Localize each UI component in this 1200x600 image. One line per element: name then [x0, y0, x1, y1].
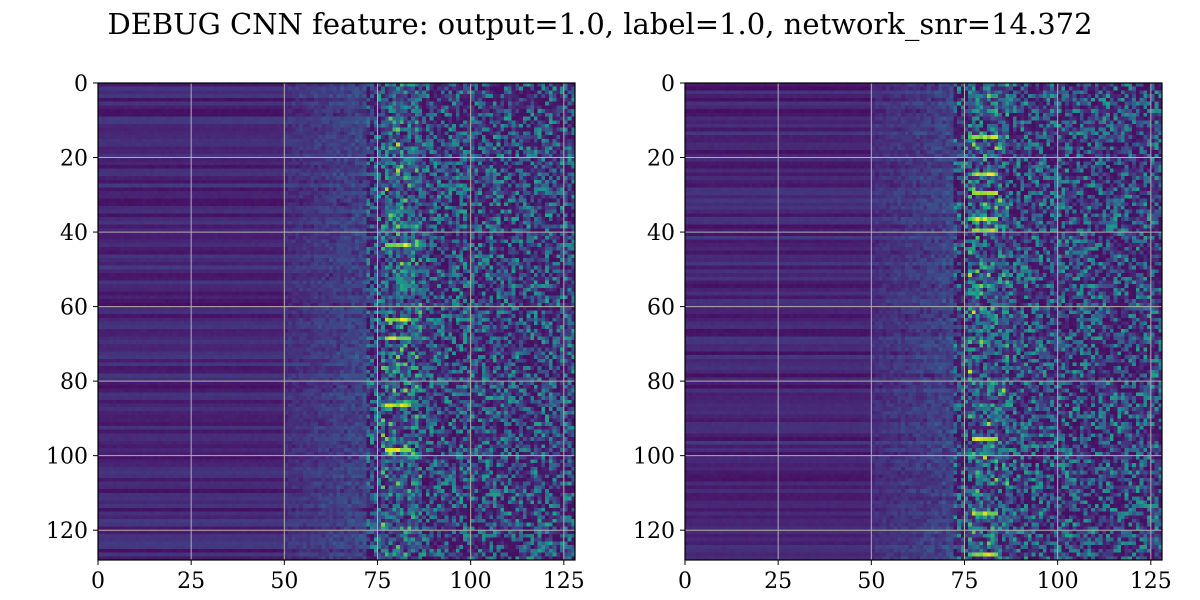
x-tick-label: 25	[764, 569, 792, 594]
y-tick-label: 0	[661, 72, 675, 97]
y-tick-label: 100	[633, 445, 675, 470]
x-tick-label: 50	[857, 569, 885, 594]
y-tick-label: 100	[46, 445, 88, 470]
x-tick-label: 0	[678, 569, 692, 594]
heatmap-panel-right: 0 25 50 75 100 125 0 20 40 60 80 100 120	[633, 72, 1172, 594]
x-tick-label: 125	[1130, 569, 1172, 594]
x-tick-label: 50	[270, 569, 298, 594]
y-tick-label: 40	[647, 221, 675, 246]
y-tick-label: 40	[60, 221, 88, 246]
y-tick-label: 20	[60, 147, 88, 172]
axes-frame	[684, 82, 1163, 561]
x-tick-label: 125	[543, 569, 585, 594]
y-tick-label: 120	[633, 519, 675, 544]
x-tick-label: 100	[450, 569, 492, 594]
y-tick-label: 60	[647, 296, 675, 321]
x-tick-label: 0	[91, 569, 105, 594]
x-tick-label: 25	[177, 569, 205, 594]
y-tick-label: 80	[647, 370, 675, 395]
y-tick-label: 20	[647, 147, 675, 172]
y-tick-label: 120	[46, 519, 88, 544]
y-tick-label: 60	[60, 296, 88, 321]
axes-frame	[97, 82, 576, 561]
heatmap-panel-left: 0 25 50 75 100 125 0 20 40 60 80 100 120	[46, 72, 585, 594]
heatmap-image	[685, 83, 1162, 560]
heatmap-image	[98, 83, 575, 560]
x-tick-label: 75	[363, 569, 391, 594]
figure-title: DEBUG CNN feature: output=1.0, label=1.0…	[107, 7, 1092, 42]
y-tick-label: 0	[74, 72, 88, 97]
x-tick-label: 75	[950, 569, 978, 594]
y-tick-label: 80	[60, 370, 88, 395]
x-tick-label: 100	[1037, 569, 1079, 594]
